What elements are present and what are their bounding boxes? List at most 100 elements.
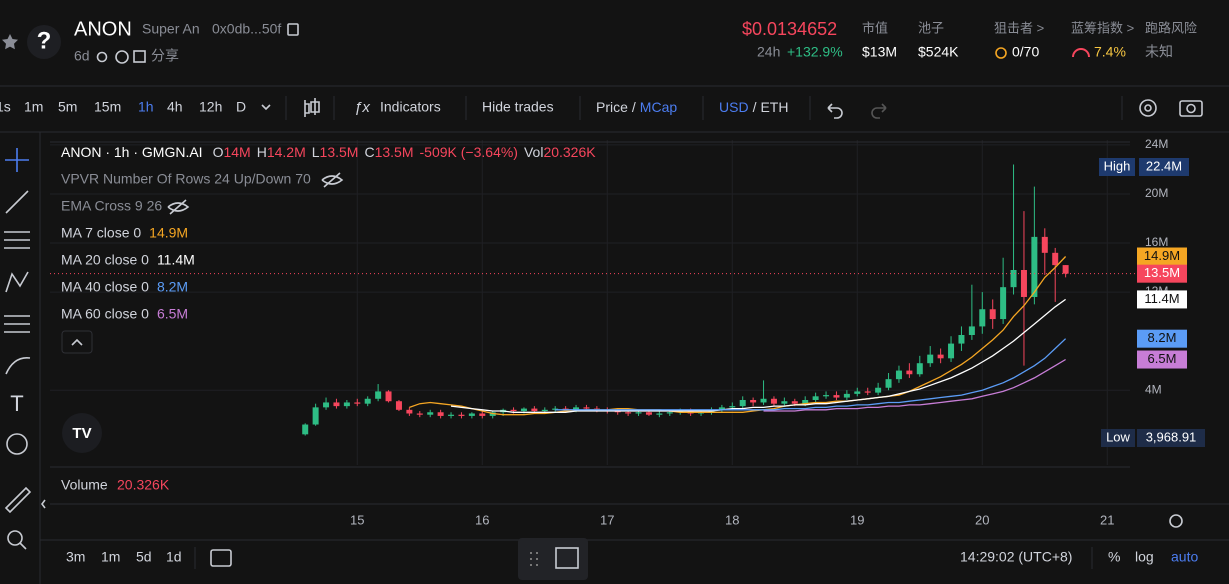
candle-body (906, 370, 913, 375)
y-tick-label: 24M (1145, 137, 1168, 151)
currency-toggle[interactable]: USD / ETH (719, 99, 788, 115)
candle-body (718, 407, 725, 410)
copy-icon[interactable] (287, 23, 299, 36)
eth-option[interactable]: ETH (760, 99, 788, 115)
price-axis-label: 13.5M (1144, 265, 1180, 280)
screenshot[interactable] (1179, 100, 1203, 117)
range[interactable]: 1m (101, 549, 120, 565)
candle-body (895, 370, 902, 380)
x-tick-label: 15 (350, 512, 364, 527)
candle-body (416, 413, 423, 415)
x-tick-label: 19 (850, 512, 864, 527)
percent-toggle[interactable]: % (1108, 549, 1120, 565)
low-label: Low (1106, 429, 1130, 444)
tv-logo-text: TV (72, 425, 91, 442)
ma-line (450, 298, 1066, 413)
interval[interactable]: 4h (167, 99, 183, 115)
hide-trades-button[interactable]: Hide trades (482, 99, 554, 115)
measure-tool[interactable] (4, 486, 32, 514)
redo[interactable] (871, 103, 887, 119)
x-tick-label: 18 (725, 512, 739, 527)
candle-body (729, 406, 736, 408)
interval[interactable]: 5m (58, 99, 77, 115)
candle-body (302, 424, 309, 435)
interval-selected[interactable]: 1h (138, 99, 154, 115)
zoom-tool[interactable] (7, 530, 23, 546)
more-intervals[interactable] (261, 104, 271, 111)
range[interactable]: 1d (166, 549, 182, 565)
symbol: ANON (74, 18, 132, 40)
chart-type-icon[interactable] (304, 98, 320, 117)
fib-tool[interactable] (4, 231, 30, 249)
indicators-button[interactable]: Indicators (380, 99, 441, 115)
vol-key: Vol (524, 144, 543, 160)
fx-icon[interactable]: ƒx (354, 99, 370, 116)
interval[interactable]: D (236, 99, 246, 115)
log-toggle[interactable]: log (1135, 549, 1154, 565)
candle-body (937, 354, 944, 359)
hidden-icon[interactable] (321, 172, 344, 188)
undo[interactable] (827, 103, 843, 119)
stat-label[interactable]: 蓝筹指数 > (1071, 20, 1134, 35)
date-range-icon[interactable] (210, 549, 232, 567)
toolbar: 1s 1m 5m 15m 1h 4h 12h D ƒx Indicators H… (0, 96, 1203, 120)
ohlc-value: 13.5M (320, 144, 359, 160)
gauge-icon (1072, 48, 1090, 58)
candle-body (1020, 270, 1027, 297)
usd-option[interactable]: USD (719, 99, 749, 115)
candle-body (958, 335, 965, 344)
mcap-option[interactable]: MCap (640, 99, 678, 115)
drag-handle (530, 552, 538, 566)
range[interactable]: 3m (66, 549, 85, 565)
interval[interactable]: 1m (24, 99, 43, 115)
candle-body (520, 408, 527, 412)
candle-body (833, 395, 840, 398)
interval[interactable]: 1s (0, 99, 11, 115)
legend-main: ANON · 1h · GMGN.AI O14M H14.2M L13.5M C13.5… (61, 144, 596, 160)
trend-line-tool[interactable] (5, 190, 29, 214)
address[interactable]: 0x0db...50f (212, 21, 281, 37)
price-box (1137, 264, 1187, 283)
candle-body (645, 412, 652, 415)
indicator-legend[interactable]: EMA Cross 9 26 (61, 198, 162, 214)
candle-body (448, 414, 455, 416)
projection-tool[interactable] (4, 315, 30, 333)
candle-body (614, 411, 621, 413)
change-value: -509K (−3.64%) (420, 144, 518, 160)
fit-icon[interactable] (555, 547, 579, 569)
tv-logo[interactable] (62, 413, 102, 453)
range[interactable]: 5d (136, 549, 152, 565)
candle-body (770, 398, 777, 404)
ohlc-key: C (364, 144, 374, 160)
favorite-star[interactable] (2, 34, 18, 50)
pattern-tool[interactable] (5, 271, 29, 293)
crosshair-tool[interactable] (5, 148, 29, 172)
high-box (1099, 158, 1135, 176)
ohlc-key: H (257, 144, 267, 160)
settings[interactable] (1139, 99, 1157, 117)
ma-legend-value: 6.5M (157, 306, 188, 322)
indicator-legend[interactable]: VPVR Number Of Rows 24 Up/Down 70 (61, 171, 311, 187)
axis-settings[interactable] (1169, 514, 1183, 528)
icon-tool[interactable] (6, 433, 28, 455)
stat-label[interactable]: 狙击者 > (994, 20, 1044, 35)
price-option[interactable]: Price (596, 99, 628, 115)
candle-body (781, 401, 788, 404)
share[interactable]: 分享 (151, 48, 179, 64)
candle-body (406, 409, 413, 414)
search-icon[interactable] (96, 51, 108, 63)
globe-icon[interactable] (115, 50, 129, 64)
candle-body (791, 401, 798, 404)
share-icon[interactable] (133, 50, 146, 63)
interval[interactable]: 12h (199, 99, 222, 115)
collapse-tools[interactable] (41, 499, 46, 509)
auto-toggle[interactable]: auto (1171, 549, 1198, 565)
interval[interactable]: 15m (94, 99, 121, 115)
ma-axis-label: 6.5M (1148, 351, 1177, 366)
text-tool[interactable]: T (10, 391, 23, 416)
brush-tool[interactable] (5, 357, 31, 375)
hidden-icon[interactable] (167, 199, 190, 215)
candle-body (375, 391, 382, 399)
collapse-legend[interactable] (61, 330, 93, 354)
price-toggle[interactable]: Price / MCap (596, 99, 677, 115)
